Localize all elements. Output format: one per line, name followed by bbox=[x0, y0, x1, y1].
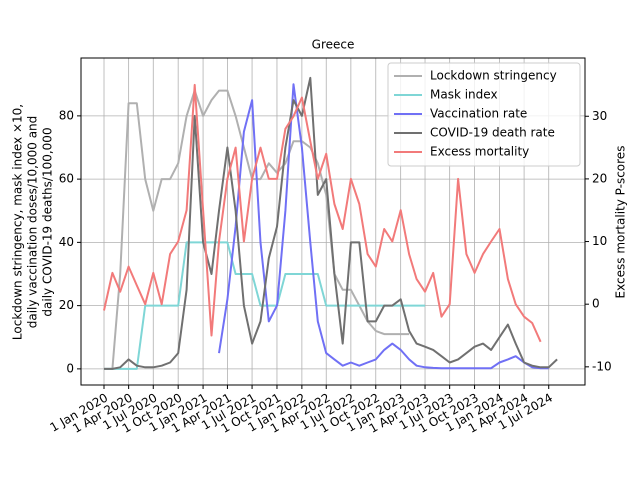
series-line bbox=[218, 83, 549, 370]
y-tick-label: 40 bbox=[59, 235, 74, 249]
y-label-line: Lockdown stringency, mask index ×10, bbox=[11, 104, 25, 340]
y2-tick-label: 30 bbox=[592, 109, 607, 123]
series-line bbox=[104, 76, 558, 370]
legend-label: Lockdown stringency bbox=[430, 69, 557, 83]
y2-tick-label: -10 bbox=[592, 359, 612, 373]
y-tick-label: 20 bbox=[59, 298, 74, 312]
plot-frame bbox=[80, 57, 586, 386]
legend-box bbox=[387, 62, 581, 167]
y-tick-label: 60 bbox=[59, 172, 74, 186]
legend-label: Excess mortality bbox=[430, 145, 529, 159]
series-line bbox=[103, 83, 542, 343]
y-label-line: daily vaccination doses/10,000 and bbox=[26, 116, 40, 329]
y-axis-label: Lockdown stringency, mask index ×10, dai… bbox=[11, 104, 55, 340]
y2-axis-label: Excess mortality P-scores bbox=[614, 146, 628, 299]
chart-title: Greece bbox=[312, 38, 355, 52]
legend-label: Vaccination rate bbox=[430, 107, 527, 121]
y-label-line: daily COVID-19 deaths/100,000 bbox=[41, 127, 55, 316]
legend-label: Mask index bbox=[430, 88, 498, 102]
y2-tick-label: 0 bbox=[592, 297, 600, 311]
series-line bbox=[104, 241, 425, 370]
legend-label: COVID-19 death rate bbox=[430, 126, 555, 140]
y-tick-label: 0 bbox=[66, 361, 74, 375]
y2-tick-label: 10 bbox=[592, 234, 607, 248]
y2-tick-label: 20 bbox=[592, 171, 607, 185]
y-tick-label: 80 bbox=[59, 108, 74, 122]
